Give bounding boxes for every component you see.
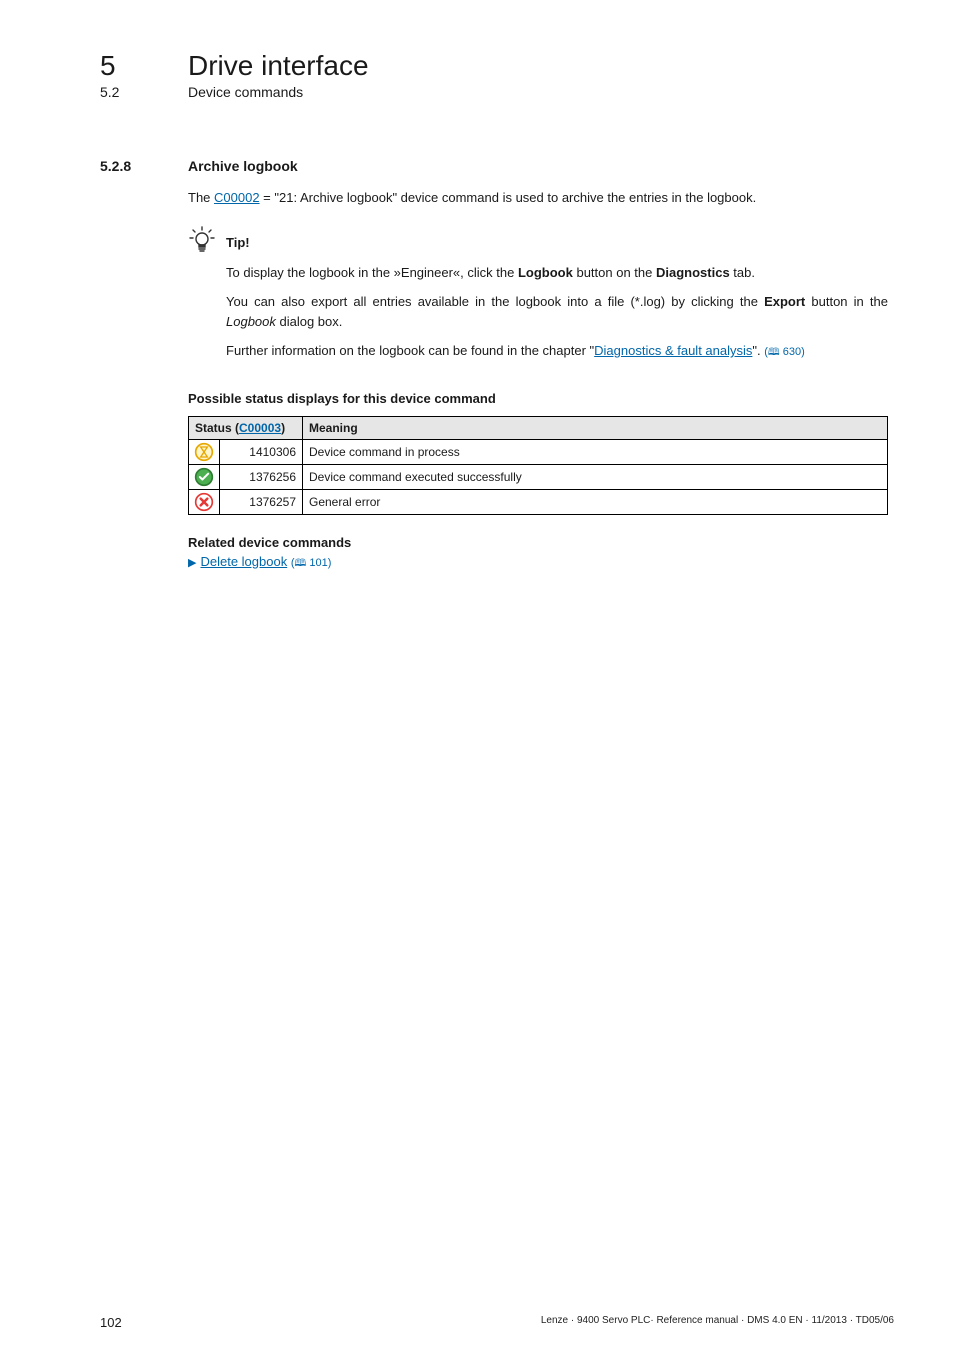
triangle-icon: ▶ xyxy=(188,557,196,569)
status-meaning: Device command executed successfully xyxy=(303,464,888,489)
chapter-number: 5 xyxy=(100,50,140,82)
status-meaning: General error xyxy=(303,489,888,514)
cross-icon xyxy=(194,492,214,512)
lightbulb-icon xyxy=(188,226,216,259)
related-heading: Related device commands xyxy=(188,535,888,550)
page-number: 102 xyxy=(100,1315,122,1330)
tip-paragraph-3: Further information on the logbook can b… xyxy=(226,341,888,361)
table-row: 1410306 Device command in process xyxy=(189,439,888,464)
page-ref-630[interactable]: (🕮 630) xyxy=(764,346,805,358)
footer-text: Lenze · 9400 Servo PLC· Reference manual… xyxy=(541,1315,894,1330)
subsection-number: 5.2 xyxy=(100,84,140,100)
status-code: 1410306 xyxy=(220,439,303,464)
link-c00003[interactable]: C00003 xyxy=(239,421,281,435)
status-code: 1376257 xyxy=(220,489,303,514)
chapter-title: Drive interface xyxy=(188,50,369,82)
intro-paragraph: The C00002 = "21: Archive logbook" devic… xyxy=(188,188,888,208)
tip-label: Tip! xyxy=(226,235,250,250)
table-row: 1376256 Device command executed successf… xyxy=(189,464,888,489)
tip-paragraph-2: You can also export all entries availabl… xyxy=(226,292,888,331)
related-link-row: ▶ Delete logbook (🕮 101) xyxy=(188,554,888,573)
section-number: 5.2.8 xyxy=(100,158,140,174)
page-ref-101[interactable]: (🕮 101) xyxy=(291,557,332,569)
link-diagnostics[interactable]: Diagnostics & fault analysis xyxy=(594,343,752,358)
status-meaning: Device command in process xyxy=(303,439,888,464)
hourglass-icon xyxy=(194,442,214,462)
section-title: Archive logbook xyxy=(188,158,298,174)
table-row: 1376257 General error xyxy=(189,489,888,514)
status-table: Status (C00003) Meaning 1410306 Device c… xyxy=(188,416,888,515)
intro-post: = "21: Archive logbook" device command i… xyxy=(260,190,757,205)
intro-pre: The xyxy=(188,190,214,205)
check-icon xyxy=(194,467,214,487)
tip-paragraph-1: To display the logbook in the »Engineer«… xyxy=(226,263,888,283)
book-icon: 🕮 xyxy=(295,556,307,573)
status-header-meaning: Meaning xyxy=(303,416,888,439)
book-icon: 🕮 xyxy=(768,345,780,360)
subsection-title: Device commands xyxy=(188,84,303,100)
link-c00002[interactable]: C00002 xyxy=(214,190,260,205)
status-code: 1376256 xyxy=(220,464,303,489)
status-header-status: Status (C00003) xyxy=(189,416,303,439)
link-delete-logbook[interactable]: Delete logbook xyxy=(200,554,287,569)
status-heading: Possible status displays for this device… xyxy=(188,391,888,406)
